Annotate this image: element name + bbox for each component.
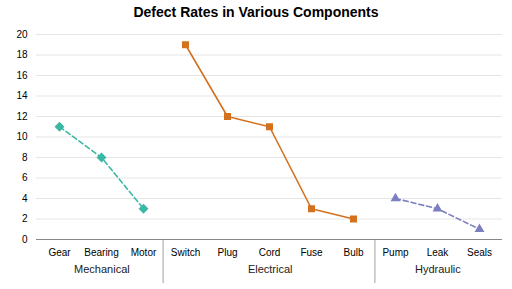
- svg-text:14: 14: [16, 90, 28, 101]
- svg-text:Cord: Cord: [259, 247, 281, 258]
- svg-text:16: 16: [16, 70, 28, 81]
- svg-text:6: 6: [22, 172, 28, 183]
- svg-text:20: 20: [16, 29, 28, 40]
- svg-text:Bulb: Bulb: [343, 247, 363, 258]
- svg-text:Mechanical: Mechanical: [74, 263, 130, 275]
- svg-text:0: 0: [22, 234, 28, 245]
- svg-text:Pump: Pump: [382, 247, 409, 258]
- svg-text:Fuse: Fuse: [300, 247, 323, 258]
- svg-text:Motor: Motor: [131, 247, 157, 258]
- svg-text:Leak: Leak: [427, 247, 450, 258]
- svg-text:Electrical: Electrical: [248, 263, 293, 275]
- svg-text:8: 8: [22, 152, 28, 163]
- svg-text:Seals: Seals: [467, 247, 492, 258]
- svg-text:Hydraulic: Hydraulic: [415, 263, 461, 275]
- svg-text:Plug: Plug: [217, 247, 237, 258]
- svg-text:Bearing: Bearing: [84, 247, 118, 258]
- html-text:Defect Rates in Various Compon: Defect Rates in Various Components: [133, 4, 379, 20]
- svg-text:10: 10: [16, 131, 28, 142]
- svg-text:Switch: Switch: [171, 247, 200, 258]
- svg-text:4: 4: [22, 193, 28, 204]
- svg-text:Gear: Gear: [48, 247, 71, 258]
- svg-text:18: 18: [16, 49, 28, 60]
- svg-text:12: 12: [16, 111, 28, 122]
- svg-text:2: 2: [22, 213, 28, 224]
